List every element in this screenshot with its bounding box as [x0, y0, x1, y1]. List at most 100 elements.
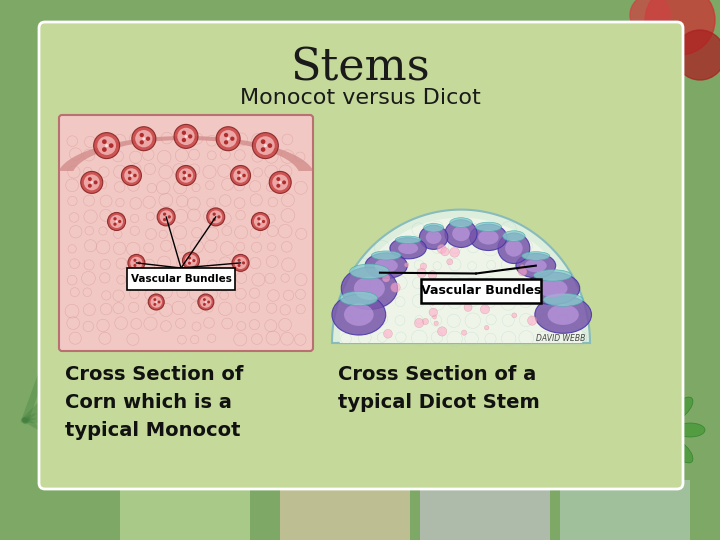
Circle shape: [203, 303, 206, 306]
Circle shape: [115, 220, 117, 222]
Circle shape: [160, 211, 173, 224]
Circle shape: [237, 177, 240, 180]
Ellipse shape: [548, 305, 579, 325]
Circle shape: [143, 137, 145, 140]
Circle shape: [420, 263, 427, 269]
Ellipse shape: [670, 397, 693, 421]
Circle shape: [140, 140, 144, 145]
Circle shape: [210, 211, 222, 224]
Circle shape: [429, 308, 438, 316]
Circle shape: [132, 127, 156, 151]
Ellipse shape: [445, 220, 477, 247]
Circle shape: [182, 171, 186, 174]
Ellipse shape: [670, 440, 693, 463]
Circle shape: [227, 137, 230, 140]
Circle shape: [262, 220, 265, 223]
Circle shape: [630, 0, 670, 35]
Circle shape: [168, 215, 171, 219]
Circle shape: [198, 294, 214, 310]
Ellipse shape: [419, 225, 448, 249]
Circle shape: [504, 298, 508, 302]
Circle shape: [163, 213, 166, 216]
Circle shape: [261, 147, 266, 152]
Circle shape: [102, 147, 107, 152]
Ellipse shape: [516, 253, 556, 278]
Circle shape: [268, 143, 272, 148]
Circle shape: [146, 137, 150, 141]
Ellipse shape: [365, 253, 408, 279]
Circle shape: [434, 321, 438, 326]
Text: Monocot versus Dicot: Monocot versus Dicot: [240, 88, 480, 108]
Circle shape: [220, 130, 237, 147]
Ellipse shape: [372, 251, 401, 260]
Circle shape: [179, 168, 193, 183]
Circle shape: [224, 133, 228, 137]
Circle shape: [282, 180, 286, 184]
Circle shape: [185, 174, 187, 177]
FancyBboxPatch shape: [39, 22, 683, 489]
Ellipse shape: [390, 238, 426, 259]
Ellipse shape: [538, 279, 567, 297]
Circle shape: [520, 265, 524, 269]
Ellipse shape: [627, 440, 650, 463]
Circle shape: [91, 181, 93, 184]
Circle shape: [230, 137, 235, 141]
Circle shape: [113, 222, 117, 226]
Circle shape: [423, 319, 428, 325]
Ellipse shape: [374, 259, 398, 273]
Circle shape: [110, 215, 123, 228]
Ellipse shape: [426, 231, 441, 244]
Circle shape: [158, 301, 161, 303]
Circle shape: [240, 262, 242, 264]
Circle shape: [518, 267, 527, 276]
Circle shape: [645, 0, 715, 55]
Circle shape: [279, 181, 282, 184]
Text: Cross Section of
Corn which is a
typical Monocot: Cross Section of Corn which is a typical…: [65, 365, 243, 440]
Ellipse shape: [452, 226, 470, 241]
Bar: [420, 480, 550, 540]
Ellipse shape: [503, 231, 525, 241]
Ellipse shape: [525, 259, 546, 272]
Circle shape: [514, 284, 519, 289]
Text: Cross Section of a
typical Dicot Stem: Cross Section of a typical Dicot Stem: [338, 365, 540, 412]
Circle shape: [464, 303, 472, 312]
Ellipse shape: [653, 385, 667, 415]
Circle shape: [238, 259, 240, 262]
Circle shape: [107, 213, 125, 231]
Ellipse shape: [469, 224, 507, 251]
Circle shape: [261, 139, 266, 144]
Circle shape: [94, 180, 98, 184]
Circle shape: [133, 174, 137, 177]
Circle shape: [216, 127, 240, 151]
Circle shape: [438, 327, 447, 336]
Circle shape: [257, 222, 261, 226]
Circle shape: [148, 294, 164, 310]
Circle shape: [259, 220, 261, 222]
Circle shape: [462, 330, 467, 335]
Circle shape: [253, 133, 279, 159]
Circle shape: [242, 174, 246, 177]
Circle shape: [269, 171, 291, 193]
Circle shape: [528, 316, 537, 325]
Circle shape: [207, 208, 225, 226]
Circle shape: [88, 177, 92, 181]
Circle shape: [177, 128, 194, 145]
Circle shape: [512, 313, 517, 318]
Ellipse shape: [498, 233, 530, 264]
Circle shape: [217, 215, 220, 219]
Circle shape: [133, 259, 137, 262]
Bar: [120, 480, 250, 540]
Circle shape: [276, 177, 280, 181]
Ellipse shape: [675, 423, 705, 437]
Circle shape: [192, 259, 195, 262]
Ellipse shape: [350, 264, 389, 279]
Circle shape: [430, 299, 436, 305]
Circle shape: [174, 124, 198, 148]
Circle shape: [675, 30, 720, 80]
Circle shape: [188, 134, 192, 139]
Ellipse shape: [395, 236, 421, 244]
Circle shape: [264, 144, 267, 147]
Circle shape: [200, 296, 212, 308]
Ellipse shape: [526, 272, 580, 305]
Circle shape: [212, 213, 216, 216]
